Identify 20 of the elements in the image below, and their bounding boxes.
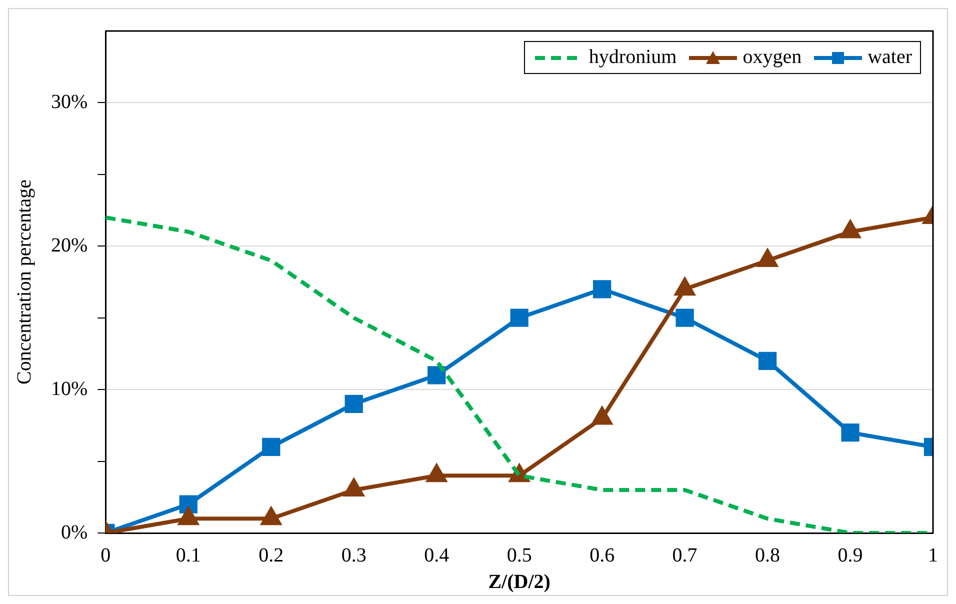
x-tick-label: 0.7 [672,544,698,566]
x-tick-label: 0.5 [506,544,532,566]
x-tick-label: 0.1 [176,544,201,566]
x-tick-label: 0.6 [590,544,615,566]
x-tick-label: 0.4 [424,544,450,566]
legend-label: water [868,46,912,68]
y-tick-label: 30% [50,90,88,113]
y-tick-label: 20% [50,234,88,256]
x-tick-label: 0 [100,544,111,566]
y-tick-label: 10% [50,378,88,400]
y-tick-label: 0% [60,521,88,544]
x-tick-label: 0.9 [838,544,863,566]
x-tick-label: 0.8 [755,544,780,566]
legend-label: hydronium [588,46,677,68]
legend-label: oxygen [742,46,802,68]
x-tick-label: 0.3 [341,544,366,566]
y-axis-title: Concentration percentage [13,179,36,384]
x-tick-label: 0.2 [258,544,284,566]
x-axis-title: Z/(D/2) [488,571,550,594]
x-tick-label: 1 [928,544,938,566]
